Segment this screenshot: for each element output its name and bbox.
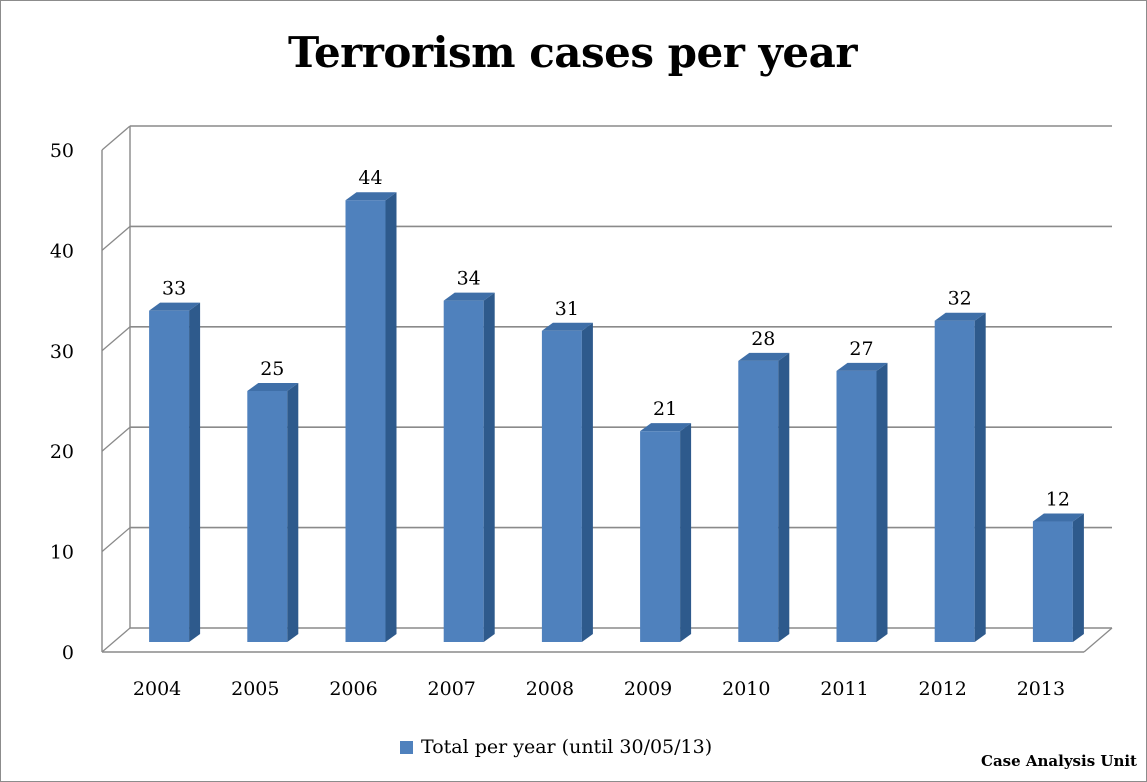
x-tick-label: 2007 <box>428 678 476 700</box>
data-label: 21 <box>653 398 677 420</box>
gridline-slant <box>101 326 131 352</box>
bar-front <box>738 360 779 642</box>
bar-top <box>443 292 495 301</box>
bar-top <box>541 322 593 331</box>
bar-side <box>189 302 201 642</box>
data-label: 25 <box>260 358 284 380</box>
bar-front <box>149 310 190 642</box>
floor-right-edge <box>1083 627 1113 653</box>
bar-side <box>483 292 495 642</box>
bar-side <box>581 322 593 642</box>
bar-top <box>247 383 299 391</box>
x-tick-label: 2013 <box>1017 678 1065 700</box>
bar-top <box>640 423 692 432</box>
bar-front <box>836 370 877 642</box>
chart-title: Terrorism cases per year <box>288 28 857 77</box>
x-tick-label: 2006 <box>329 678 377 700</box>
bar-top <box>836 362 888 371</box>
x-tick-label: 2004 <box>133 678 181 700</box>
bar-front <box>443 300 484 642</box>
gridline-slant <box>101 627 131 653</box>
legend-label: Total per year (until 30/05/13) <box>421 736 713 758</box>
bar-side <box>680 423 692 642</box>
data-label: 44 <box>358 167 382 189</box>
data-label: 12 <box>1046 489 1070 511</box>
x-tick-label: 2010 <box>722 678 770 700</box>
gridline-slant <box>101 225 131 251</box>
y-tick-label: 40 <box>50 240 74 262</box>
bar-side <box>385 192 397 643</box>
bar-front <box>1032 521 1073 642</box>
bar-side <box>974 312 986 642</box>
data-label: 32 <box>948 288 972 310</box>
y-tick-label: 30 <box>50 341 74 363</box>
bar-front <box>247 391 288 642</box>
y-tick-label: 50 <box>50 140 74 162</box>
bar-side <box>778 352 790 642</box>
bar-top <box>345 192 397 201</box>
data-label: 28 <box>751 328 775 350</box>
source-note: Case Analysis Unit <box>981 752 1137 770</box>
data-label: 34 <box>457 268 481 290</box>
legend: Total per year (until 30/05/13) <box>400 733 712 761</box>
bar-top <box>738 352 790 361</box>
y-tick-label: 0 <box>62 642 74 664</box>
data-label: 31 <box>555 298 579 320</box>
bar-side <box>876 362 888 642</box>
bar-side <box>1072 513 1084 642</box>
x-tick-label: 2011 <box>820 678 868 700</box>
gridline-slant <box>101 125 131 151</box>
bar-front <box>345 200 386 643</box>
x-tick-label: 2012 <box>919 678 967 700</box>
x-tick-label: 2008 <box>526 678 574 700</box>
gridline-slant <box>101 426 131 452</box>
data-label: 27 <box>849 338 873 360</box>
bar-top <box>149 302 201 311</box>
data-label: 33 <box>162 278 186 300</box>
bar-side <box>287 383 299 642</box>
y-tick-label: 20 <box>50 441 74 463</box>
bar-front <box>934 320 975 642</box>
bar-top <box>1032 513 1084 522</box>
x-tick-label: 2005 <box>231 678 279 700</box>
y-tick-label: 10 <box>50 542 74 564</box>
bar-top <box>934 312 986 321</box>
gridline-slant <box>101 527 131 553</box>
x-tick-label: 2009 <box>624 678 672 700</box>
legend-swatch <box>400 740 413 754</box>
bar-front <box>541 330 582 642</box>
bar-front <box>640 431 681 642</box>
